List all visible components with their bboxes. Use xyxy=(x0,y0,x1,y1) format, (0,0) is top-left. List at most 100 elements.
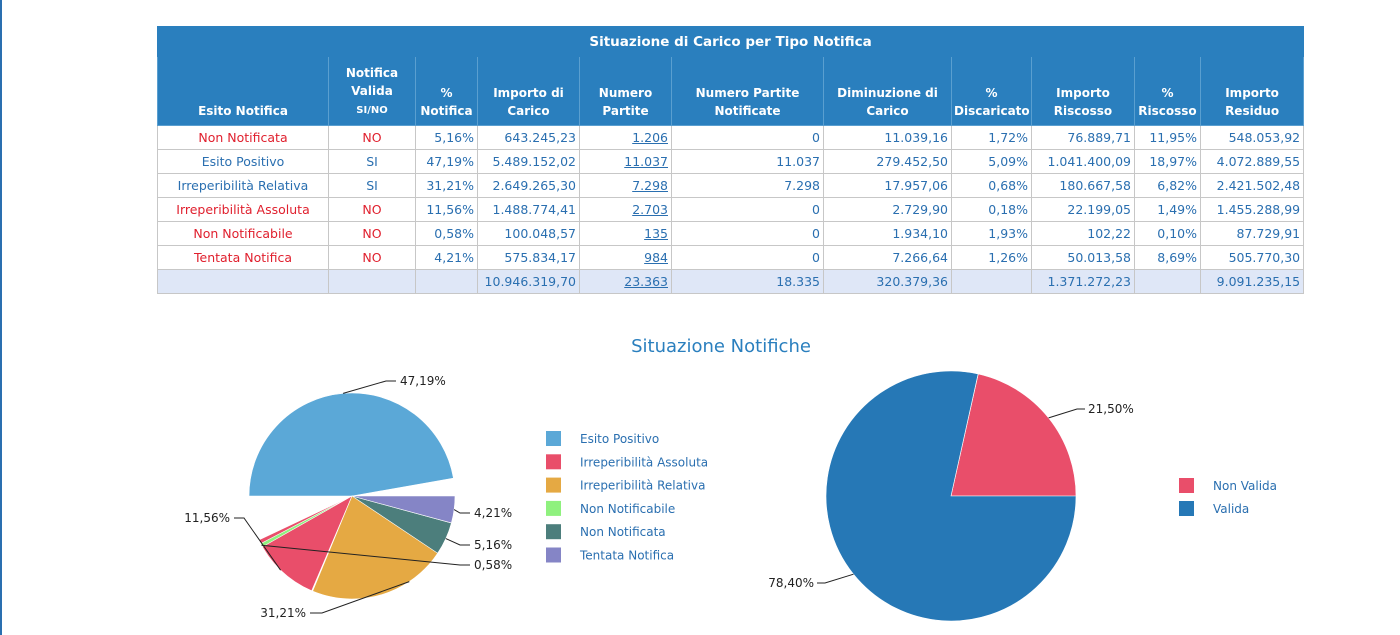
table-row: Non Notificabile NO 0,58% 100.048,57 135 0 1.9… xyxy=(157,221,1305,246)
table-row: Irreperibilità Assoluta NO 11,56% 1.488.774… xyxy=(157,197,1305,222)
numero-partite-link[interactable]: 2.703 xyxy=(579,197,672,222)
legend-swatch xyxy=(546,500,561,516)
valida-cell xyxy=(328,269,416,294)
column-header-label: Carico xyxy=(866,104,909,118)
column-header-label: Numero Partite xyxy=(695,86,800,100)
pie-leader-line xyxy=(1048,408,1085,419)
column-header: Importo Residuo xyxy=(1199,56,1305,126)
pie-value-label: 11,56% xyxy=(184,511,230,525)
column-header-sublabel: SI/NO xyxy=(356,105,388,116)
legend-label[interactable]: Non Notificabile xyxy=(580,502,675,516)
pct-notifica-cell: 31,21% xyxy=(415,173,478,198)
pie-slice[interactable] xyxy=(248,392,454,497)
table-row: Tentata Notifica NO 4,21% 575.834,17 984 0 7.2… xyxy=(157,245,1305,270)
column-header: Numero Partite xyxy=(579,56,672,126)
column-header: Esito Notifica xyxy=(157,56,329,126)
importo-riscosso-cell: 180.667,58 xyxy=(1031,173,1135,198)
carico-table: Situazione di Carico per Tipo Notifica E… xyxy=(156,26,1305,294)
column-header-label: Notifica xyxy=(345,66,399,80)
numero-partite-link[interactable]: 135 xyxy=(579,221,672,246)
partite-notificate-cell: 0 xyxy=(671,197,824,222)
pie-slice[interactable] xyxy=(351,495,456,524)
column-header-label: Residuo xyxy=(1225,104,1280,118)
column-header-label: Importo di xyxy=(493,86,564,100)
pie-slice[interactable] xyxy=(258,495,353,592)
importo-carico-cell: 1.488.774,41 xyxy=(477,197,580,222)
pie-leader-line xyxy=(453,509,470,514)
valida-cell: NO xyxy=(328,197,416,222)
legend-label[interactable]: Non Notificata xyxy=(580,525,666,539)
valida-cell: NO xyxy=(328,245,416,270)
numero-partite-link[interactable]: 23.363 xyxy=(579,269,672,294)
window-left-border xyxy=(0,0,2,635)
pie-slice[interactable] xyxy=(950,373,1077,497)
pct-riscosso-cell: 8,69% xyxy=(1134,245,1201,270)
numero-partite-link[interactable]: 7.298 xyxy=(579,173,672,198)
esito-cell: Irreperibilità Relativa xyxy=(157,173,329,198)
numero-partite-link[interactable]: 1.206 xyxy=(579,125,672,150)
column-header-label: % xyxy=(1161,86,1174,100)
partite-notificate-cell: 11.037 xyxy=(671,149,824,174)
pie-value-label: 0,58% xyxy=(474,558,512,572)
pct-discaricato-cell: 0,18% xyxy=(951,197,1032,222)
legend-label[interactable]: Tentata Notifica xyxy=(579,549,674,563)
importo-carico-cell: 5.489.152,02 xyxy=(477,149,580,174)
pie-value-label: 78,40% xyxy=(768,576,814,590)
importo-carico-cell: 643.245,23 xyxy=(477,125,580,150)
column-header-label: Partite xyxy=(602,104,649,118)
partite-notificate-cell: 18.335 xyxy=(671,269,824,294)
legend-label[interactable]: Irreperibilità Assoluta xyxy=(580,455,708,469)
column-header: Numero Partite Notificate xyxy=(671,56,824,126)
column-header-label: % xyxy=(440,86,453,100)
pct-notifica-cell: 5,16% xyxy=(415,125,478,150)
diminuzione-cell: 11.039,16 xyxy=(823,125,952,150)
column-header: % Discaricato xyxy=(951,56,1032,126)
pie-leader-line xyxy=(310,581,410,614)
diminuzione-cell: 1.934,10 xyxy=(823,221,952,246)
pct-riscosso-cell: 18,97% xyxy=(1134,149,1201,174)
legend-label[interactable]: Esito Positivo xyxy=(580,432,659,446)
legend-swatch xyxy=(546,454,561,470)
importo-riscosso-cell: 1.371.272,23 xyxy=(1031,269,1135,294)
numero-partite-link[interactable]: 11.037 xyxy=(579,149,672,174)
pct-discaricato-cell: 5,09% xyxy=(951,149,1032,174)
diminuzione-cell: 320.379,36 xyxy=(823,269,952,294)
column-header-label: Riscosso xyxy=(1138,104,1197,118)
pct-discaricato-cell xyxy=(951,269,1032,294)
importo-riscosso-cell: 22.199,05 xyxy=(1031,197,1135,222)
numero-partite-link[interactable]: 984 xyxy=(579,245,672,270)
pct-riscosso-cell: 6,82% xyxy=(1134,173,1201,198)
partite-notificate-cell: 7.298 xyxy=(671,173,824,198)
pie-leader-line xyxy=(445,538,470,546)
esito-notifica-pie-chart: 47,19% 11,56% 31,21% 0,58% 5,16% 4,21% Esito P… xyxy=(184,374,708,620)
column-header-label: Carico xyxy=(507,104,550,118)
column-header: % Notifica xyxy=(415,56,478,126)
esito-cell: Tentata Notifica xyxy=(157,245,329,270)
column-header: Importo di Carico xyxy=(477,56,580,126)
pct-notifica-cell: 11,56% xyxy=(415,197,478,222)
legend-label[interactable]: Irreperibilità Relativa xyxy=(580,479,705,493)
legend-label[interactable]: Valida xyxy=(1213,502,1249,516)
pie-leader-line xyxy=(817,573,854,584)
esito-cell: Non Notificata xyxy=(157,125,329,150)
esito-cell: Non Notificabile xyxy=(157,221,329,246)
pct-riscosso-cell: 11,95% xyxy=(1134,125,1201,150)
column-header-label: Valida xyxy=(351,84,393,98)
partite-notificate-cell: 0 xyxy=(671,125,824,150)
importo-residuo-cell: 548.053,92 xyxy=(1199,125,1305,150)
importo-residuo-cell: 2.421.502,48 xyxy=(1199,173,1305,198)
valida-cell: NO xyxy=(328,221,416,246)
importo-carico-cell: 100.048,57 xyxy=(477,221,580,246)
partite-notificate-cell: 0 xyxy=(671,221,824,246)
valida-cell: SI xyxy=(328,173,416,198)
pie-slice[interactable] xyxy=(825,370,1077,622)
legend-label[interactable]: Non Valida xyxy=(1213,479,1277,493)
column-header: Notifica Valida SI/NO xyxy=(328,56,416,126)
esito-cell xyxy=(157,269,329,294)
column-header-label: Diminuzione di xyxy=(837,86,938,100)
importo-riscosso-cell: 1.041.400,09 xyxy=(1031,149,1135,174)
valida-cell: NO xyxy=(328,125,416,150)
column-header: % Riscosso xyxy=(1134,56,1201,126)
pct-riscosso-cell xyxy=(1134,269,1201,294)
esito-cell: Esito Positivo xyxy=(157,149,329,174)
